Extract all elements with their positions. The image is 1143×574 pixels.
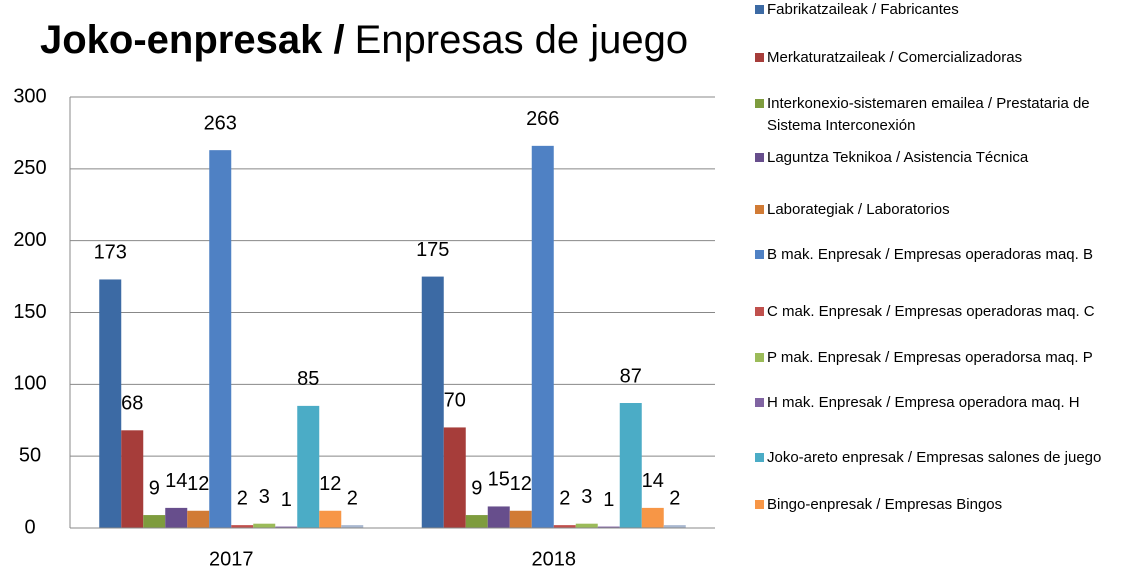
bar xyxy=(597,526,620,528)
legend-swatch xyxy=(755,5,764,14)
x-tick-label: 2018 xyxy=(532,548,577,570)
value-label: 15 xyxy=(488,469,510,491)
value-label: 173 xyxy=(94,242,127,264)
bar xyxy=(253,523,276,528)
bar xyxy=(641,507,664,528)
y-tick-label: 100 xyxy=(13,373,46,395)
legend-swatch xyxy=(755,205,764,214)
value-label: 266 xyxy=(526,108,559,130)
bar xyxy=(231,525,254,528)
title-bold: Joko-enpresak / xyxy=(40,18,345,62)
bar xyxy=(341,525,364,528)
value-label: 175 xyxy=(416,239,449,261)
value-label: 68 xyxy=(121,393,143,415)
value-label: 2 xyxy=(237,487,248,509)
bar xyxy=(575,523,598,528)
legend-swatch xyxy=(755,353,764,362)
value-label: 2 xyxy=(347,487,358,509)
legend-swatch xyxy=(755,99,764,108)
value-label: 12 xyxy=(187,473,209,495)
value-label: 2 xyxy=(559,487,570,509)
bar xyxy=(421,276,444,528)
legend-swatch xyxy=(755,250,764,259)
value-label: 1 xyxy=(603,489,614,511)
legend-swatch xyxy=(755,398,764,407)
bar xyxy=(275,526,298,528)
value-label: 263 xyxy=(204,112,237,134)
value-label: 70 xyxy=(444,390,466,412)
bar xyxy=(99,279,122,528)
value-label: 3 xyxy=(581,486,592,508)
legend-swatch xyxy=(755,500,764,509)
value-label: 14 xyxy=(642,470,664,492)
value-label: 9 xyxy=(149,477,160,499)
legend-label: Interkonexio-sistemaren emailea / Presta… xyxy=(767,95,1090,134)
bar xyxy=(509,510,532,528)
value-label: 3 xyxy=(259,486,270,508)
legend-label: B mak. Enpresak / Empresas operadoras ma… xyxy=(767,246,1093,263)
y-tick-label: 0 xyxy=(24,516,35,538)
value-label: 14 xyxy=(165,470,187,492)
bar xyxy=(663,525,686,528)
value-label: 12 xyxy=(510,473,532,495)
y-tick-label: 250 xyxy=(13,157,46,179)
title-rest: Enpresas de juego xyxy=(355,18,689,62)
legend-label: Merkaturatzaileak / Comercializadoras xyxy=(767,49,1023,66)
legend-label: Bingo-enpresak / Empresas Bingos xyxy=(767,496,1003,513)
y-tick-label: 300 xyxy=(13,85,46,107)
value-label: 87 xyxy=(620,365,642,387)
value-label: 9 xyxy=(471,477,482,499)
bar xyxy=(187,510,210,528)
legend-label: C mak. Enpresak / Empresas operadoras ma… xyxy=(767,303,1095,320)
value-label: 85 xyxy=(297,368,319,390)
bar xyxy=(487,506,510,528)
legend-swatch xyxy=(755,53,764,62)
value-label: 12 xyxy=(319,473,341,495)
bar xyxy=(165,507,188,528)
legend-label: Laguntza Teknikoa / Asistencia Técnica xyxy=(767,149,1029,166)
legend-label: H mak. Enpresak / Empresa operadora maq.… xyxy=(767,394,1080,411)
legend-swatch xyxy=(755,153,764,162)
bar xyxy=(443,427,466,528)
chart-title: Joko-enpresak / Enpresas de juego xyxy=(40,18,688,62)
bar xyxy=(531,145,554,528)
legend-label: Laborategiak / Laboratorios xyxy=(767,201,950,218)
bar xyxy=(143,515,166,528)
bar xyxy=(465,515,488,528)
bar xyxy=(553,525,576,528)
bar xyxy=(319,510,342,528)
legend-label: Fabrikatzaileak / Fabricantes xyxy=(767,1,959,18)
value-label: 2 xyxy=(669,487,680,509)
bar xyxy=(121,430,144,528)
y-tick-label: 150 xyxy=(13,301,46,323)
value-label: 1 xyxy=(281,489,292,511)
bar xyxy=(619,403,642,528)
legend-swatch xyxy=(755,453,764,462)
legend-label: Joko-areto enpresak / Empresas salones d… xyxy=(767,449,1102,466)
y-tick-label: 200 xyxy=(13,229,46,251)
legend-label: P mak. Enpresak / Empresas operadorsa ma… xyxy=(767,349,1093,366)
x-tick-label: 2017 xyxy=(209,548,254,570)
y-tick-label: 50 xyxy=(19,444,41,466)
legend-swatch xyxy=(755,307,764,316)
bar xyxy=(209,150,232,528)
bar xyxy=(297,405,320,528)
